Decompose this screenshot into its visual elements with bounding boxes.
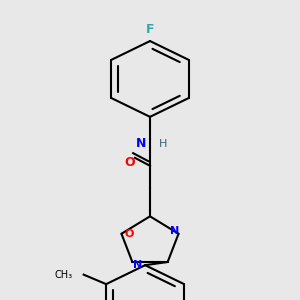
Text: F: F [146,23,154,37]
Text: N: N [136,137,146,150]
Text: O: O [124,156,135,169]
Text: N: N [134,260,142,270]
Text: O: O [124,229,134,239]
Text: N: N [170,226,179,236]
Text: CH₃: CH₃ [54,270,72,280]
Text: H: H [159,139,168,149]
